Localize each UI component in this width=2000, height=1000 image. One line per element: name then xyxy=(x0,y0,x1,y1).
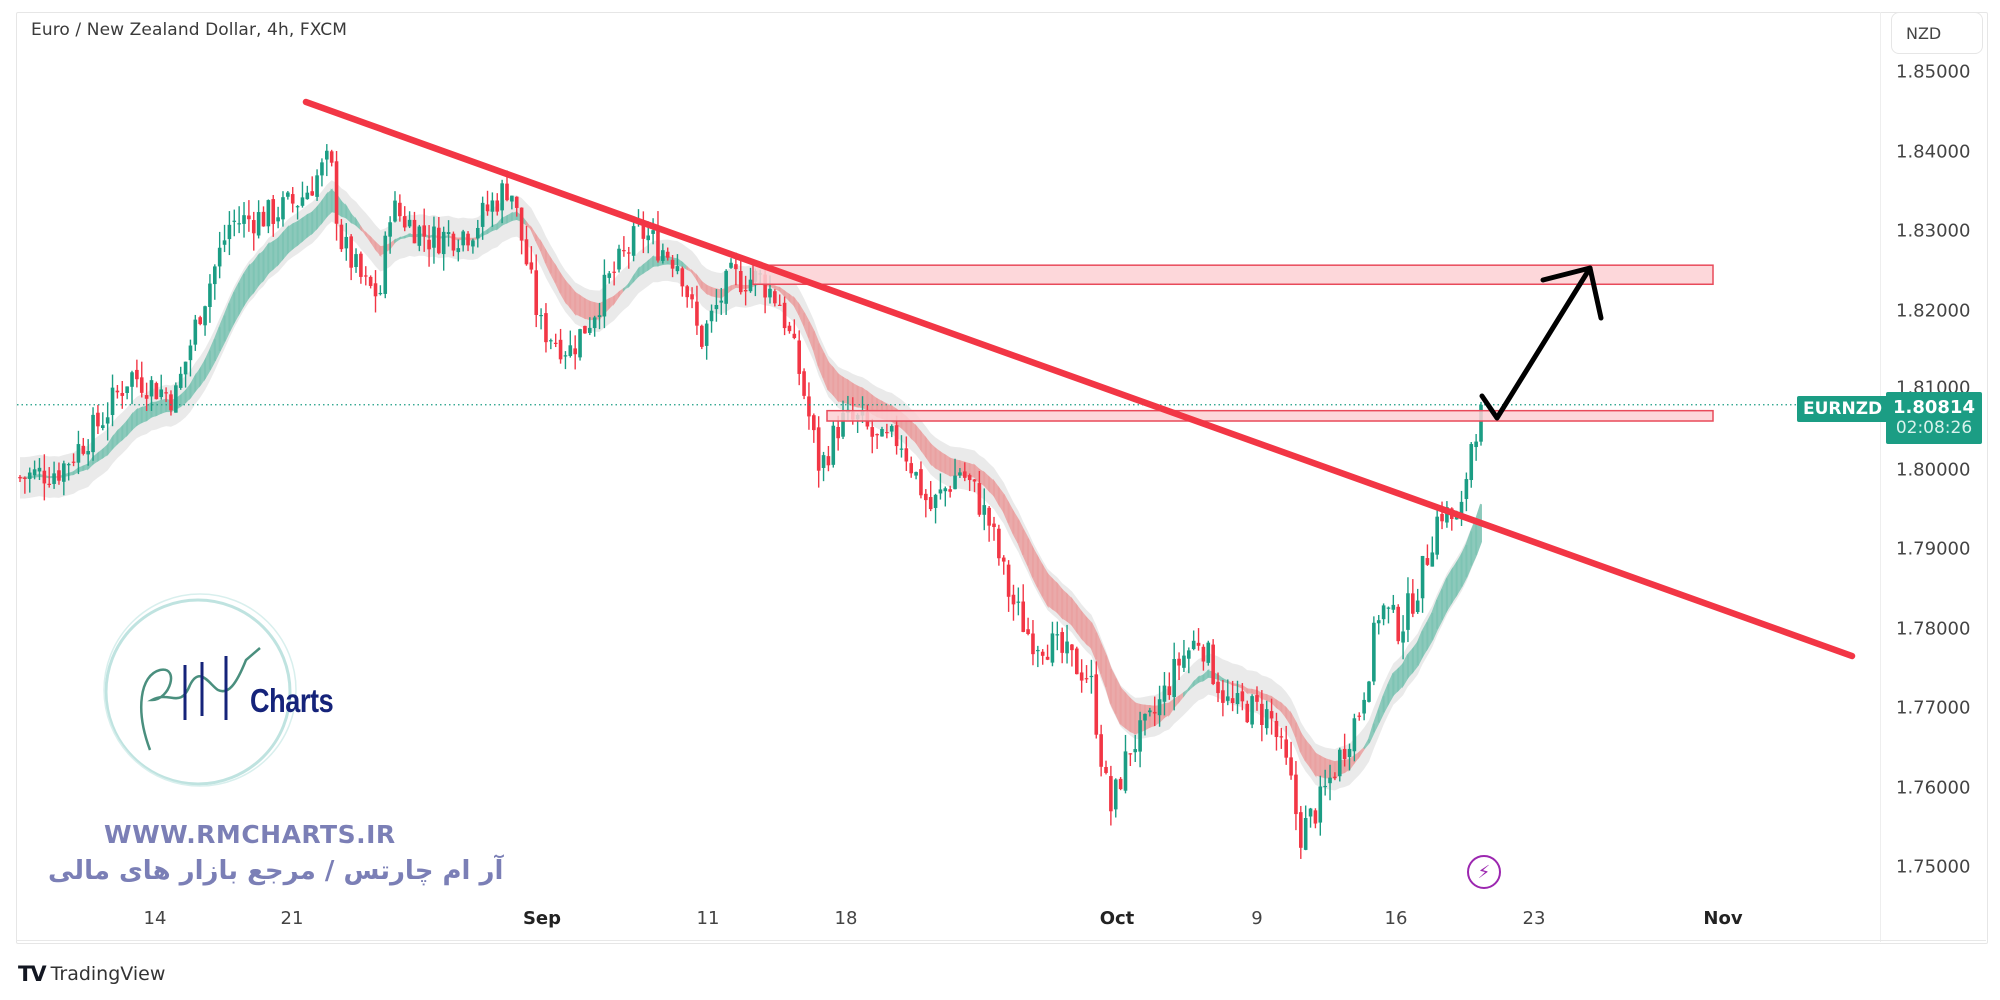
bar-countdown: 02:08:26 xyxy=(1895,417,1973,438)
time-tick: 21 xyxy=(280,908,304,929)
time-tick: Oct xyxy=(1099,908,1135,929)
time-tick: Sep xyxy=(522,908,562,929)
chart-frame[interactable] xyxy=(16,12,1988,944)
price-tick: 1.83000 xyxy=(1896,220,1971,242)
lower-resistance-zone[interactable] xyxy=(826,409,1714,422)
price-tick: 1.80000 xyxy=(1896,459,1971,480)
last-price-badge: 1.80814 02:08:26 xyxy=(1886,392,1982,444)
time-tick: 18 xyxy=(834,908,858,929)
price-tick: 1.78000 xyxy=(1896,618,1971,639)
chart-title: Euro / New Zealand Dollar, 4h, FXCM xyxy=(31,20,347,40)
arrowhead-icon xyxy=(1540,265,1604,321)
rmcharts-logo xyxy=(103,593,297,787)
last-price: 1.80814 xyxy=(1893,396,1975,418)
time-tick: 14 xyxy=(143,908,167,929)
time-tick: 16 xyxy=(1384,908,1408,929)
price-tick: 1.79000 xyxy=(1896,538,1971,560)
upper-resistance-zone[interactable] xyxy=(752,264,1714,286)
currency-selector[interactable]: NZD xyxy=(1891,12,1983,54)
candlestick-series xyxy=(18,144,1483,859)
logo-ring xyxy=(104,598,292,786)
logo-signature xyxy=(140,647,261,751)
logo-brand-text: Charts xyxy=(250,682,334,719)
descending-trendline[interactable] xyxy=(302,98,1856,660)
price-tick: 1.84000 xyxy=(1896,141,1971,162)
time-axis-divider xyxy=(16,940,1986,941)
logo-website: WWW.RMCHARTS.IR xyxy=(104,820,396,849)
price-tick: 1.76000 xyxy=(1896,777,1971,798)
price-tick: 1.82000 xyxy=(1896,300,1971,321)
time-tick: 23 xyxy=(1522,908,1546,929)
symbol-badge: EURNZD xyxy=(1797,396,1889,422)
price-tick: 1.75000 xyxy=(1896,856,1971,878)
logo-tagline: آر ام چارتس / مرجع بازار های مالی xyxy=(48,856,504,886)
time-tick: 9 xyxy=(1251,908,1263,929)
time-tick: Nov xyxy=(1703,908,1743,929)
price-axis-divider xyxy=(1880,12,1881,942)
tradingview-brand[interactable]: TV TradingView xyxy=(18,962,165,986)
projection-arrow[interactable] xyxy=(1479,265,1593,421)
tradingview-label: TradingView xyxy=(50,963,166,985)
price-tick: 1.85000 xyxy=(1896,61,1971,83)
tradingview-logo-icon: TV xyxy=(18,962,47,986)
lightning-icon[interactable]: ⚡︎ xyxy=(1467,855,1501,889)
time-tick: 11 xyxy=(696,908,720,929)
price-tick: 1.77000 xyxy=(1896,697,1971,719)
currency-label: NZD xyxy=(1906,23,1942,43)
